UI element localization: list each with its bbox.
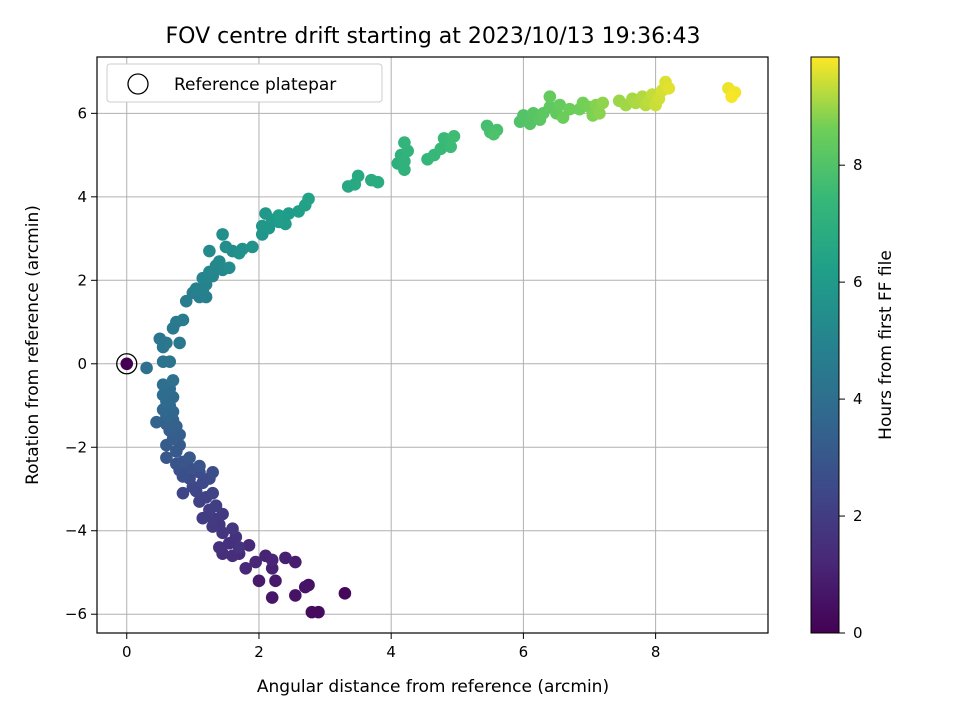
- scatter-point: [279, 551, 292, 565]
- colorbar-ticks: 0 2 4 6 8: [839, 156, 863, 642]
- x-tick-label: 8: [651, 643, 661, 661]
- legend-marker: [127, 73, 149, 95]
- chart-title: FOV centre drift starting at 2023/10/13 …: [166, 24, 701, 49]
- scatter-point: [447, 130, 461, 143]
- reference-platepar-marker: [116, 353, 138, 375]
- scatter-point: [239, 562, 253, 575]
- scatter-point: [543, 90, 557, 103]
- colorbar-tick-label: 8: [853, 156, 863, 174]
- y-tick-label: −6: [65, 605, 87, 623]
- scatter-point: [242, 539, 256, 552]
- legend: Reference platepar: [106, 63, 383, 103]
- scatter-point: [236, 242, 249, 256]
- scatter-point: [398, 163, 411, 176]
- colorbar-tick-label: 0: [853, 624, 863, 642]
- scatter-point: [226, 522, 239, 535]
- scatter-point: [163, 355, 177, 368]
- plot-frame: [96, 56, 769, 634]
- scatter-point: [444, 140, 457, 154]
- scatter-point: [249, 555, 262, 569]
- scatter-point: [160, 451, 173, 464]
- x-tick-label: 6: [519, 643, 529, 661]
- scatter-point: [246, 240, 259, 254]
- y-tick-label: 0: [77, 355, 87, 373]
- scatter-point: [259, 207, 272, 220]
- scatter-point: [176, 486, 190, 500]
- scatter-points: [120, 75, 742, 619]
- scatter-point: [593, 107, 606, 120]
- legend-entry: Reference platepar: [174, 75, 336, 95]
- scatter-point: [289, 555, 302, 569]
- scatter-point: [176, 313, 190, 327]
- scatter-point: [120, 357, 134, 371]
- scatter-point: [398, 136, 411, 149]
- y-axis-label: Rotation from reference (arcmin): [23, 205, 43, 485]
- scatter-point: [371, 175, 385, 189]
- scatter-point: [232, 541, 246, 554]
- scatter-point: [140, 361, 153, 375]
- x-axis-ticks: 0 2 4 6 8: [122, 633, 660, 661]
- colorbar-gradient: [810, 56, 840, 634]
- y-tick-label: 2: [77, 271, 87, 289]
- scatter-point: [216, 228, 229, 241]
- scatter-point: [523, 117, 537, 131]
- colorbar-tick-label: 2: [853, 507, 863, 525]
- colorbar: 0 2 4 6 8 Hours from first FF file: [810, 56, 896, 642]
- scatter-point: [338, 587, 352, 600]
- x-tick-label: 2: [254, 643, 264, 661]
- scatter-point: [553, 98, 567, 112]
- scatter-point: [596, 96, 610, 110]
- scatter-point: [269, 574, 282, 588]
- y-tick-label: 4: [77, 188, 87, 206]
- scatter-point: [252, 574, 266, 588]
- scatter-point: [150, 415, 163, 429]
- scatter-point: [282, 207, 296, 220]
- scatter-point: [265, 553, 279, 567]
- scatter-point: [203, 244, 216, 258]
- scatter-point: [209, 499, 223, 512]
- scatter-point: [206, 486, 219, 500]
- scatter-point: [298, 580, 312, 594]
- scatter-point: [272, 209, 286, 222]
- y-tick-label: −4: [65, 522, 87, 540]
- scatter-point: [487, 127, 500, 141]
- y-axis-ticks: −6 −4 −2 0 2 4 6: [65, 104, 97, 623]
- scatter-point: [265, 591, 279, 604]
- x-tick-label: 4: [386, 643, 396, 661]
- scatter-point: [289, 589, 302, 602]
- scatter-point: [206, 466, 219, 479]
- y-tick-label: −2: [65, 438, 87, 456]
- scatter-point: [156, 378, 170, 391]
- colorbar-tick-label: 4: [853, 390, 863, 408]
- scatter-point: [213, 541, 226, 554]
- scatter-point: [193, 459, 206, 473]
- scatter-point: [183, 451, 196, 464]
- scatter-point: [160, 336, 173, 350]
- scatter-point: [305, 605, 319, 619]
- y-tick-label: 6: [77, 104, 87, 122]
- grid-lines: [97, 57, 768, 633]
- scatter-point: [434, 142, 448, 156]
- legend-box: [106, 63, 383, 103]
- scatter-point: [219, 240, 233, 254]
- scatter-point: [725, 90, 738, 103]
- scatter-point: [302, 192, 315, 206]
- scatter-point: [563, 102, 576, 116]
- colorbar-label: Hours from first FF file: [876, 250, 896, 440]
- colorbar-tick-label: 6: [853, 273, 863, 291]
- scatter-point: [173, 336, 186, 350]
- scatter-point: [222, 261, 236, 275]
- scatter-point: [166, 374, 180, 387]
- scatter-point: [255, 219, 269, 233]
- scatter-point: [213, 255, 226, 268]
- reference-marker: [116, 353, 138, 375]
- x-tick-label: 0: [122, 643, 132, 661]
- scatter-point: [662, 82, 676, 95]
- x-axis-label: Angular distance from reference (arcmin): [257, 677, 609, 697]
- scatter-point: [351, 169, 365, 183]
